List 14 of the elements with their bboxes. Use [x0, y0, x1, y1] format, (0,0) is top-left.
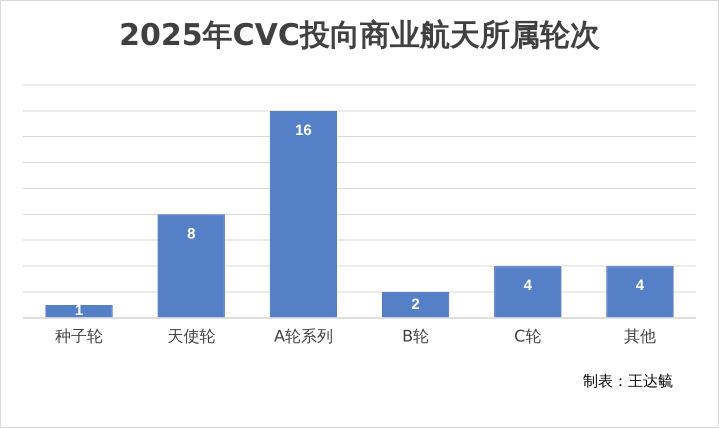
data-label: 2: [411, 296, 420, 313]
x-tick-label: C轮: [514, 326, 542, 346]
x-tick-label: 种子轮: [55, 326, 104, 346]
data-label: 1: [74, 302, 84, 320]
data-label: 16: [295, 122, 312, 140]
x-tick-label: 天使轮: [167, 326, 216, 346]
x-tick-label: A轮系列: [274, 326, 333, 346]
text: 制表：王达毓: [583, 372, 673, 390]
data-label: 4: [524, 277, 533, 294]
chart-title: 2025年CVC投向商业航天所属轮次: [119, 18, 600, 53]
x-tick-label: B轮: [402, 326, 430, 346]
x-tick-label: 其他: [624, 326, 656, 346]
data-label: 4: [636, 277, 645, 294]
data-label: 8: [187, 225, 196, 242]
